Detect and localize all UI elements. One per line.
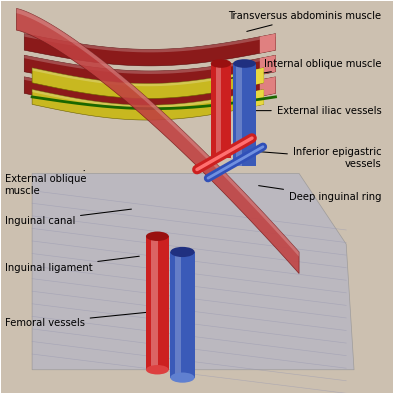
Bar: [233, 63, 256, 165]
Polygon shape: [17, 9, 299, 256]
Text: External oblique
muscle: External oblique muscle: [5, 171, 86, 196]
Bar: [236, 63, 242, 165]
Ellipse shape: [233, 59, 256, 68]
Text: External iliac vessels: External iliac vessels: [239, 106, 381, 115]
Polygon shape: [32, 173, 354, 370]
Ellipse shape: [170, 247, 195, 257]
Text: Deep inguinal ring: Deep inguinal ring: [258, 186, 381, 202]
Polygon shape: [24, 77, 275, 109]
Polygon shape: [32, 89, 264, 108]
Polygon shape: [248, 68, 264, 86]
Polygon shape: [24, 55, 275, 74]
Polygon shape: [260, 77, 275, 97]
Text: Inferior epigastric
vessels: Inferior epigastric vessels: [239, 147, 381, 169]
Bar: [170, 252, 195, 377]
Polygon shape: [260, 55, 275, 75]
Text: Transversus abdominis muscle: Transversus abdominis muscle: [229, 11, 381, 32]
Bar: [175, 252, 181, 377]
Text: Internal oblique muscle: Internal oblique muscle: [227, 59, 381, 79]
Polygon shape: [32, 89, 264, 120]
Polygon shape: [32, 68, 264, 86]
Polygon shape: [17, 9, 299, 273]
Polygon shape: [32, 68, 264, 98]
Polygon shape: [248, 89, 264, 108]
Ellipse shape: [211, 59, 231, 68]
Text: Inguinal ligament: Inguinal ligament: [5, 256, 139, 273]
Text: Inguinal canal: Inguinal canal: [5, 209, 132, 225]
Polygon shape: [260, 33, 275, 53]
Bar: [216, 63, 221, 158]
Ellipse shape: [170, 372, 195, 383]
Polygon shape: [24, 55, 275, 87]
Ellipse shape: [146, 232, 169, 241]
Polygon shape: [24, 33, 275, 52]
Ellipse shape: [146, 365, 169, 374]
Polygon shape: [24, 77, 275, 95]
Bar: [151, 236, 158, 370]
Bar: [211, 63, 231, 158]
Bar: [146, 236, 169, 370]
Text: Femoral vessels: Femoral vessels: [5, 311, 159, 328]
Polygon shape: [24, 33, 275, 66]
